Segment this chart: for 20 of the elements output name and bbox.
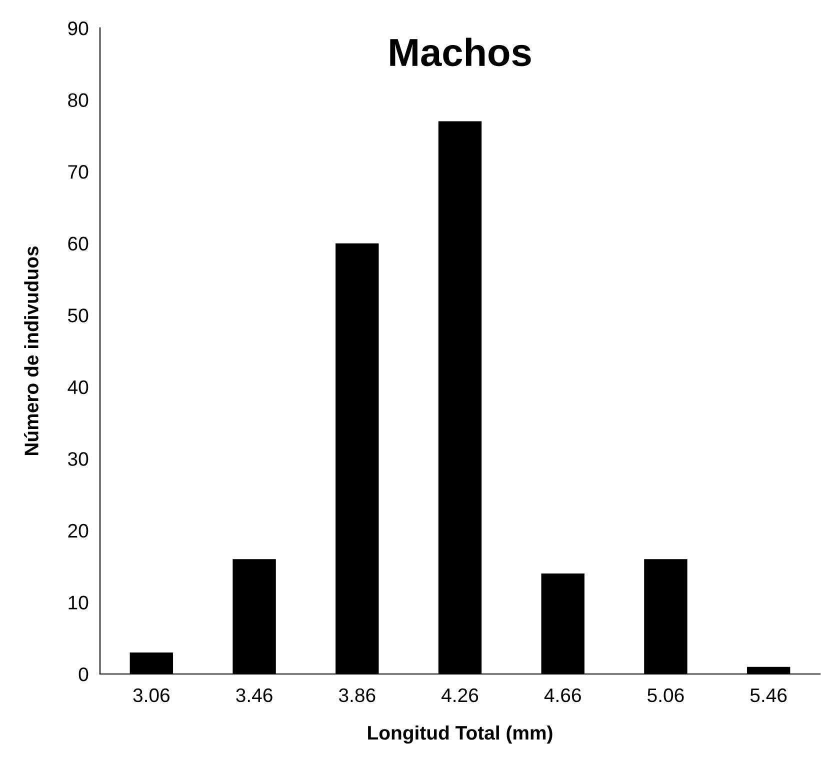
x-tick-label: 4.26 [442,688,478,702]
y-tick-label: 0 [78,667,88,682]
y-tick-label: 50 [68,308,88,322]
x-tick-label: 3.06 [133,688,170,702]
y-axis-title: Número de indivuduos [24,246,38,456]
y-tick-label: 10 [68,596,88,610]
y-tick-label: 80 [68,93,88,108]
y-tick-label: 60 [68,236,88,251]
x-tick-label: 3.86 [338,688,376,702]
y-tick-label: 70 [68,165,88,179]
x-tick-label: 3.46 [236,688,272,702]
x-tick-label: 5.46 [750,688,787,702]
y-tick-label: 40 [68,380,88,394]
y-tick-label: 20 [68,524,88,538]
x-tick-label: 4.66 [544,688,581,702]
y-tick-label: 90 [68,21,88,36]
y-tick-label: 30 [68,452,88,466]
x-tick-label: 5.06 [648,688,684,702]
chart-title: Machos [390,38,531,66]
x-axis-title: Longitud Total (mm) [368,725,552,744]
